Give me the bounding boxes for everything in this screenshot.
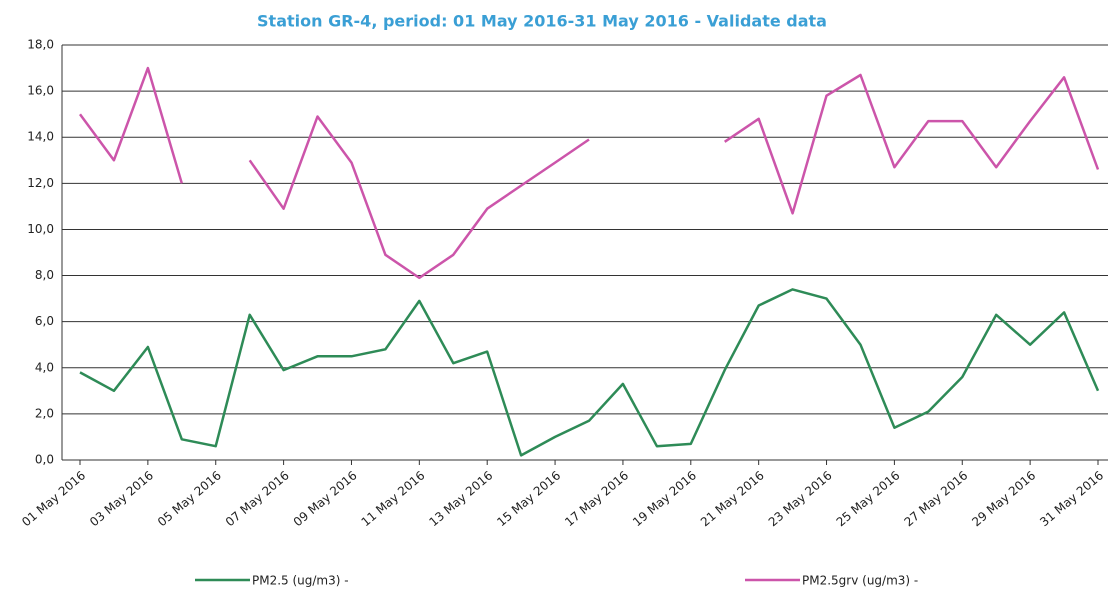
x-tick-label: 17 May 2016 [562,468,631,529]
legend-label: PM2.5grv (ug/m3) - [802,574,918,588]
series-line [79,288,1100,457]
y-tick-label: 10,0 [27,222,54,236]
y-tick-label: 12,0 [27,176,54,190]
y-tick-label: 4,0 [35,360,54,374]
y-tick-label: 18,0 [27,38,54,52]
y-tick-label: 14,0 [27,130,54,144]
legend-label: PM2.5 (ug/m3) - [252,574,349,588]
x-tick-label: 19 May 2016 [630,468,699,529]
x-tick-label: 03 May 2016 [87,468,156,529]
chart-title: Station GR-4, period: 01 May 2016-31 May… [257,12,827,31]
y-tick-label: 16,0 [27,84,54,98]
x-tick-label: 09 May 2016 [291,468,360,529]
x-tick-label: 27 May 2016 [902,468,971,529]
x-tick-label: 23 May 2016 [766,468,835,529]
x-tick-label: 21 May 2016 [698,468,767,529]
x-tick-label: 11 May 2016 [359,468,428,529]
x-tick-label: 29 May 2016 [969,468,1038,529]
y-tick-label: 6,0 [35,314,54,328]
series-line [78,66,1100,280]
x-tick-label: 15 May 2016 [494,468,563,529]
x-tick-label: 13 May 2016 [426,468,495,529]
y-tick-label: 2,0 [35,406,54,420]
x-tick-label: 31 May 2016 [1037,468,1106,529]
x-tick-label: 05 May 2016 [155,468,224,529]
x-tick-label: 07 May 2016 [223,468,292,529]
x-tick-label: 25 May 2016 [834,468,903,529]
y-tick-label: 0,0 [35,453,54,467]
x-tick-label: 01 May 2016 [19,468,88,529]
y-tick-label: 8,0 [35,268,54,282]
